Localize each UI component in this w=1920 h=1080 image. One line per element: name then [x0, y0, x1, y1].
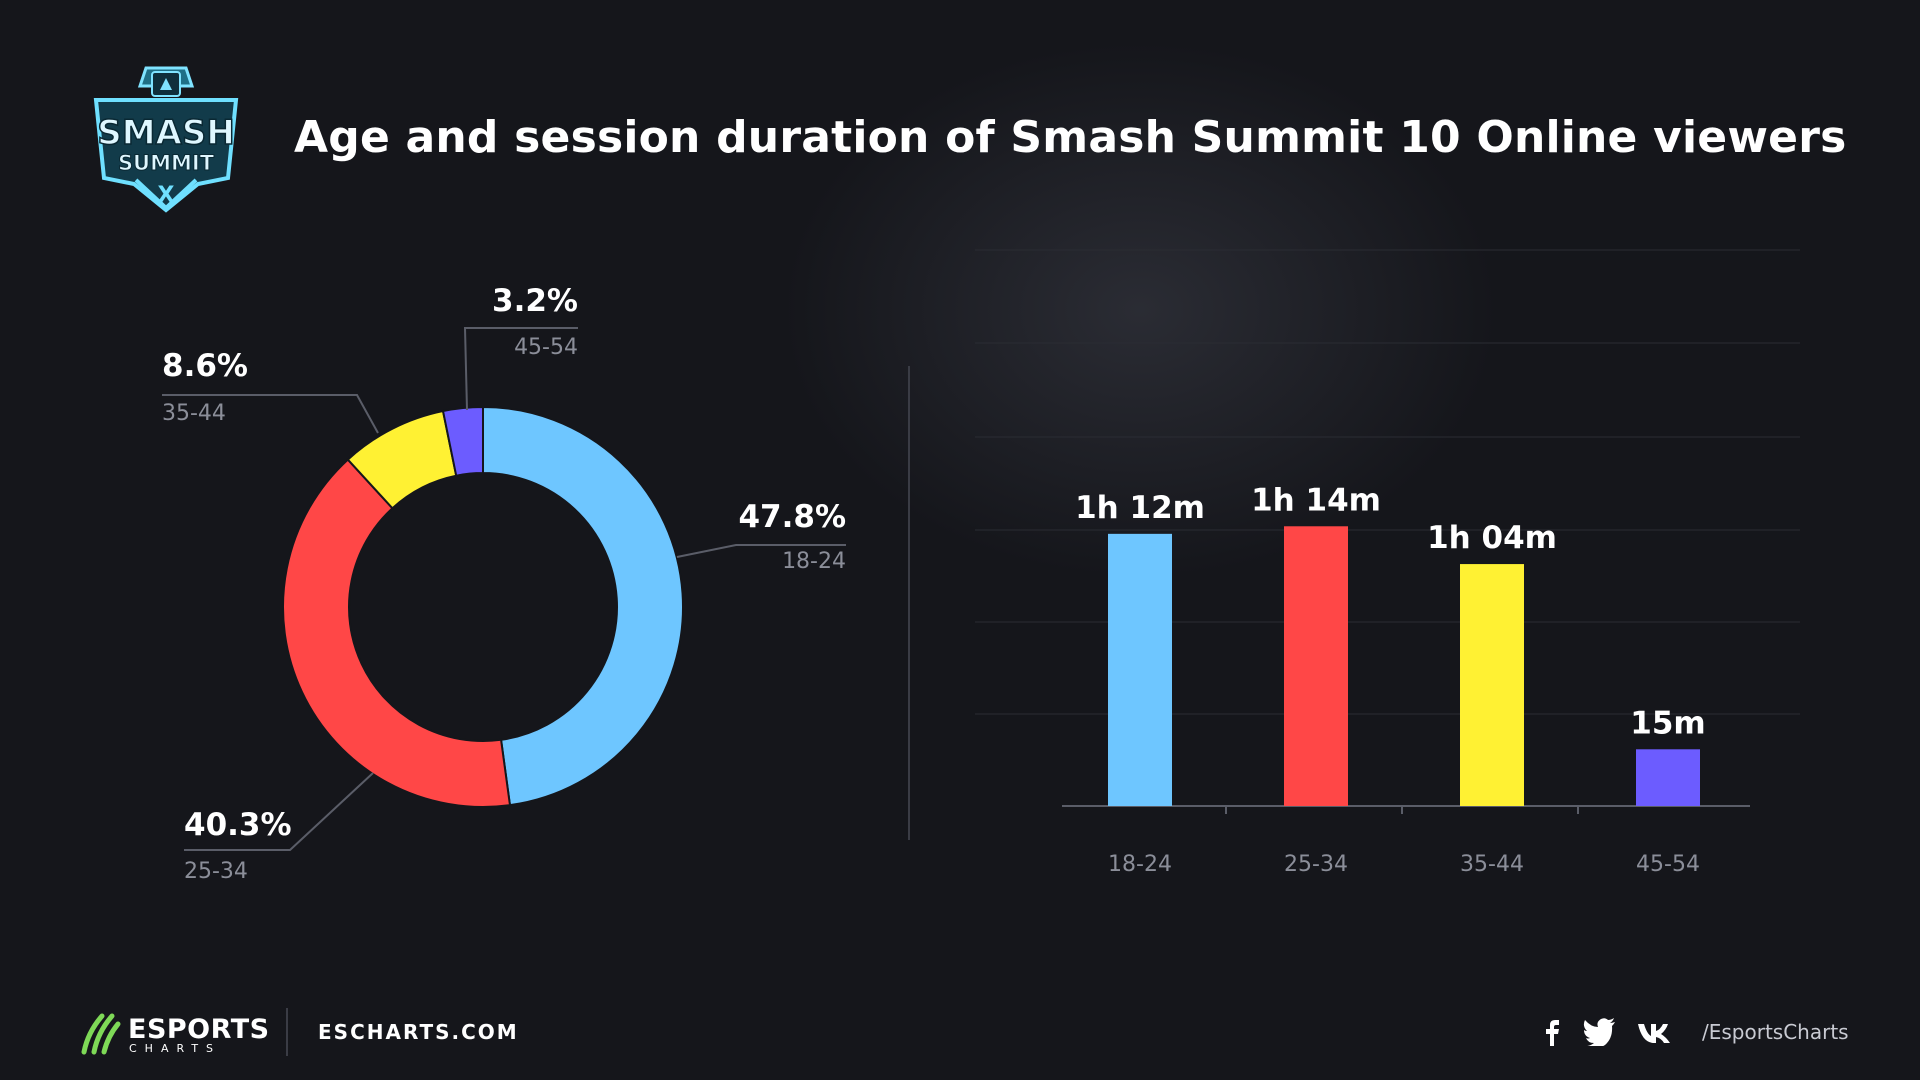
x-tick-label-35-44: 35-44 — [1460, 852, 1524, 877]
site-link[interactable]: ESCHARTS.COM — [318, 1020, 519, 1044]
footer-divider — [286, 1008, 288, 1056]
svg-text:X: X — [158, 183, 175, 208]
slice-age-18-24: 18-24 — [782, 549, 846, 574]
slice-age-25-34: 25-34 — [184, 859, 248, 884]
donut-slice-25-34 — [282, 458, 512, 808]
x-tick-label-25-34: 25-34 — [1284, 852, 1348, 877]
slice-percent-45-54: 3.2% — [492, 283, 578, 319]
brand-subtitle: CHARTS — [129, 1042, 222, 1055]
donut-slice-45-54 — [441, 405, 484, 477]
leader-line-25-34 — [184, 772, 374, 851]
social-handle[interactable]: /EsportsCharts — [1702, 1020, 1849, 1044]
brand-name: ESPORTS — [128, 1014, 270, 1045]
bar-chart: 1h 12m 18-24 1h 14m 25-34 1h 04m 35-44 15m 45-5… — [975, 249, 1800, 877]
smash-summit-logo: SMASH SUMMIT X — [93, 66, 239, 213]
bar-value-label-35-44: 1h 04m — [1427, 520, 1557, 556]
slice-percent-25-34: 40.3% — [184, 807, 292, 843]
esports-charts-logo-icon — [81, 1013, 121, 1055]
background-glow — [780, 40, 1500, 580]
bar-35-44 — [1460, 564, 1524, 806]
slice-age-35-44: 35-44 — [162, 401, 226, 426]
bar-value-label-45-54: 15m — [1630, 705, 1705, 741]
donut-slice-18-24 — [482, 405, 684, 807]
slice-percent-35-44: 8.6% — [162, 348, 248, 384]
slice-percent-18-24: 47.8% — [738, 499, 846, 535]
bar-25-34 — [1284, 526, 1348, 806]
x-tick-label-45-54: 45-54 — [1636, 852, 1700, 877]
slice-age-45-54: 45-54 — [514, 335, 578, 360]
svg-text:SUMMIT: SUMMIT — [118, 151, 215, 175]
chart-title: Age and session duration of Smash Summit… — [294, 112, 1847, 163]
bar-18-24 — [1108, 533, 1172, 806]
leader-line-45-54 — [463, 327, 578, 411]
twitter-icon[interactable] — [1582, 1018, 1616, 1046]
leader-line-18-24 — [676, 544, 846, 558]
svg-text:SMASH: SMASH — [97, 113, 235, 153]
leader-line-35-44 — [162, 394, 379, 434]
donut-chart: 47.8% 18-24 40.3% 25-34 8.6% 35-44 3.2% 45-54 — [162, 283, 846, 884]
bar-45-54 — [1636, 749, 1700, 806]
chart-divider — [908, 366, 910, 840]
bar-value-label-18-24: 1h 12m — [1075, 490, 1205, 526]
bar-value-label-25-34: 1h 14m — [1251, 482, 1381, 518]
x-tick-label-18-24: 18-24 — [1108, 852, 1172, 877]
vk-icon[interactable] — [1636, 1018, 1672, 1046]
facebook-icon[interactable] — [1542, 1018, 1564, 1046]
